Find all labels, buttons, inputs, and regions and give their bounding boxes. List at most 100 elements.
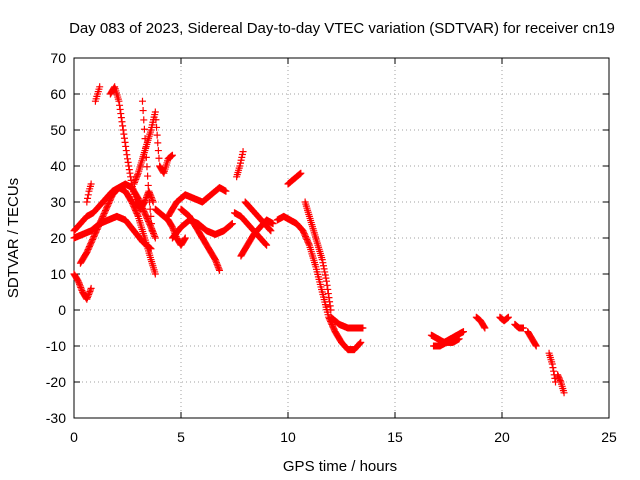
y-tick-label: -10 [46, 338, 66, 354]
data-point [550, 367, 558, 375]
data-point [120, 134, 128, 142]
y-tick-label: 50 [50, 122, 66, 138]
data-point [326, 298, 334, 306]
data-point [154, 139, 162, 147]
data-point [116, 101, 124, 109]
x-tick-label: 25 [601, 429, 617, 445]
series-s24 [472, 313, 489, 332]
data-point [84, 191, 92, 199]
y-tick-label: 10 [50, 266, 66, 282]
data-point [115, 97, 123, 105]
data-point [83, 294, 91, 302]
series-s16 [237, 216, 277, 260]
data-point [151, 270, 159, 278]
data-point [127, 173, 135, 181]
data-point [119, 126, 127, 134]
data-point [323, 281, 331, 289]
data-point [144, 172, 152, 180]
data-point [305, 240, 313, 248]
data-point [116, 105, 124, 113]
data-point [83, 198, 91, 206]
data-point [326, 302, 334, 310]
data-point [519, 324, 527, 332]
tick-layer: 0 5 10 15 20 25 -30 -20 -10 0 10 20 30 40 50 60 70 [46, 50, 617, 445]
y-tick-label: 70 [50, 50, 66, 66]
data-point [359, 324, 367, 332]
data-point [151, 234, 159, 242]
data-point [83, 295, 91, 303]
data-point [214, 263, 222, 271]
data-point [133, 172, 141, 180]
data-point [87, 284, 95, 292]
series-s19 [284, 169, 305, 188]
data-point [320, 265, 328, 273]
data-point [134, 211, 142, 219]
data-point [181, 234, 189, 242]
data-point [560, 389, 568, 397]
data-point [117, 114, 125, 122]
series-s21 [327, 313, 367, 332]
data-point [131, 177, 139, 185]
data-point [213, 260, 221, 268]
data-point [481, 324, 489, 332]
grid-layer [74, 58, 609, 418]
data-point [144, 181, 152, 189]
series-s4 [76, 184, 159, 278]
data-point [153, 123, 161, 131]
data-point [212, 259, 220, 267]
data-point [168, 151, 176, 159]
series-s6 [91, 83, 104, 105]
data-point [222, 187, 230, 195]
data-point [132, 174, 140, 182]
data-point [138, 97, 146, 105]
data-point [123, 151, 131, 159]
data-point [214, 262, 222, 270]
data-point [125, 166, 133, 174]
x-tick-label: 10 [280, 429, 296, 445]
data-point [132, 175, 140, 183]
data-point [262, 240, 270, 248]
data-point [77, 283, 85, 291]
data-point [228, 220, 236, 228]
data-point [84, 194, 92, 202]
data-point [149, 196, 157, 204]
data-point [147, 220, 155, 228]
data-point [131, 178, 139, 186]
data-point [151, 232, 159, 240]
data-point [549, 364, 557, 372]
data-point [147, 212, 155, 220]
data-point [124, 155, 131, 163]
data-point [153, 131, 161, 139]
data-point [75, 279, 83, 287]
data-point [142, 153, 150, 161]
data-point [146, 198, 154, 206]
series-s18 [273, 212, 365, 354]
series-s13 [177, 205, 224, 274]
data-point [85, 289, 93, 297]
data-point [84, 292, 92, 300]
data-point [297, 169, 305, 177]
data-point [117, 110, 125, 118]
data-point [325, 294, 333, 302]
data-point [504, 313, 512, 321]
data-point [148, 227, 156, 235]
data-point [120, 130, 128, 138]
data-point [154, 147, 162, 155]
data-point [319, 262, 327, 270]
data-point [266, 226, 274, 234]
data-point [323, 277, 331, 285]
data-point [134, 171, 142, 179]
series-s26 [511, 320, 527, 332]
data-point [142, 195, 150, 203]
y-axis-title: SDTVAR / TECUs [5, 178, 22, 298]
data-point [322, 274, 330, 282]
x-tick-label: 5 [177, 429, 185, 445]
data-point [355, 340, 363, 348]
data-point [263, 241, 271, 249]
data-point [269, 220, 277, 228]
series-s15 [233, 148, 247, 181]
series-s8 [130, 108, 176, 188]
data-point [86, 287, 94, 295]
